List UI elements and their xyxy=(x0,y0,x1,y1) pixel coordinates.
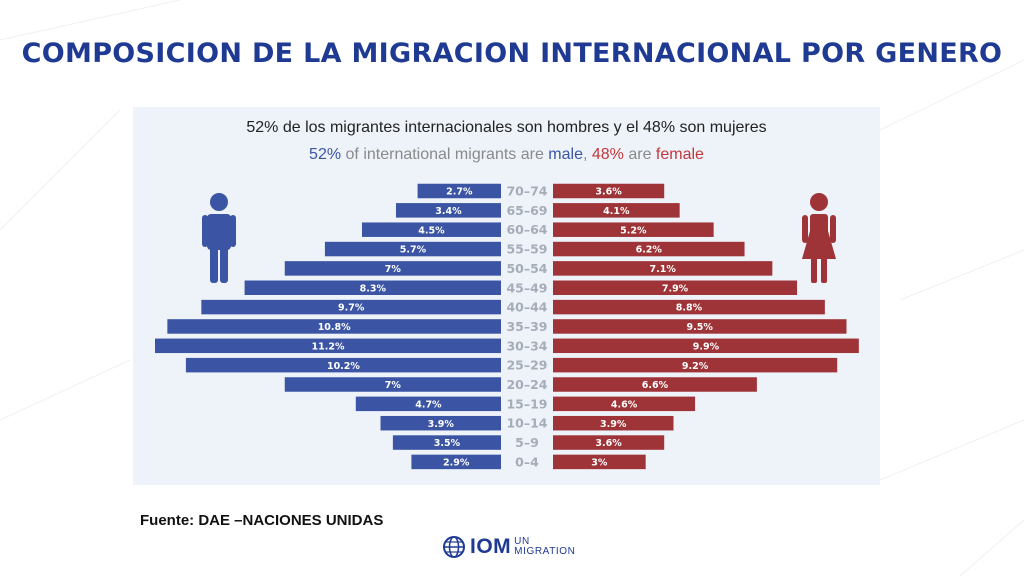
male-value-label: 2.7% xyxy=(446,187,473,198)
age-group-label: 10–14 xyxy=(506,416,547,431)
iom-logo: IOM UN MIGRATION xyxy=(442,534,576,560)
male-bar xyxy=(355,396,501,412)
age-group-label: 25–29 xyxy=(506,358,547,373)
female-bar xyxy=(553,454,646,470)
globe-icon xyxy=(443,536,465,558)
male-value-label: 9.7% xyxy=(338,303,365,314)
female-value-label: 6.6% xyxy=(642,380,669,391)
female-bar xyxy=(553,280,798,295)
male-value-label: 7% xyxy=(385,380,402,391)
subtitle-text-part1: of international migrants are xyxy=(341,146,549,163)
female-value-label: 3.6% xyxy=(595,438,622,449)
female-value-label: 6.2% xyxy=(636,245,663,256)
male-bar xyxy=(324,241,501,257)
female-bar xyxy=(553,415,674,431)
chart-panel: 52% de los migrantes internacionales son… xyxy=(133,107,880,485)
male-bar xyxy=(155,338,501,354)
female-value-label: 7.1% xyxy=(649,264,676,275)
male-value-label: 3.9% xyxy=(428,419,455,430)
female-value-label: 3% xyxy=(591,458,608,469)
male-value-label: 4.7% xyxy=(415,399,442,410)
female-word: female xyxy=(655,146,704,163)
population-pyramid-chart: 2.7% 3.6% 70–74 3.4% 4.1% 65–69 4.5% 5.2% 60–64 5… xyxy=(155,183,859,470)
male-word: male xyxy=(548,146,583,163)
age-group-label: 15–19 xyxy=(506,396,547,411)
female-bar xyxy=(553,377,757,392)
female-value-label: 3.9% xyxy=(600,419,627,430)
male-value-label: 5.7% xyxy=(400,245,427,256)
age-group-label: 60–64 xyxy=(506,222,547,237)
male-value-label: 3.5% xyxy=(434,438,461,449)
female-value-label: 9.2% xyxy=(682,361,709,372)
age-group-label: 35–39 xyxy=(506,319,547,334)
female-bar xyxy=(553,396,696,412)
logo-sub-top: UN xyxy=(514,536,530,547)
male-bar xyxy=(284,377,501,392)
age-group-label: 55–59 xyxy=(506,242,547,257)
female-bar xyxy=(553,183,665,199)
age-group-label: 5–9 xyxy=(515,435,539,450)
female-value-label: 9.5% xyxy=(687,322,714,333)
logo-main-text: IOM xyxy=(470,535,512,558)
male-bar xyxy=(392,435,501,450)
female-bar xyxy=(553,241,745,257)
age-group-label: 0–4 xyxy=(515,454,539,469)
age-group-label: 50–54 xyxy=(506,261,547,276)
male-bar xyxy=(244,280,501,295)
female-bar xyxy=(553,338,859,354)
female-bar xyxy=(553,299,825,315)
female-figure-icon xyxy=(802,193,836,283)
male-value-label: 10.8% xyxy=(318,322,351,333)
male-value-label: 11.2% xyxy=(312,341,345,352)
female-bar xyxy=(553,222,714,237)
female-value-label: 3.6% xyxy=(595,187,622,198)
female-value-label: 8.8% xyxy=(676,303,703,314)
male-bar xyxy=(167,319,501,334)
source-citation: Fuente: DAE –NACIONES UNIDAS xyxy=(140,512,384,529)
male-bar xyxy=(411,454,501,470)
female-percentage: 48% xyxy=(591,146,624,163)
male-bar xyxy=(361,222,501,237)
male-bar xyxy=(185,357,501,373)
subtitle-text-part2: are xyxy=(623,146,656,163)
female-bar xyxy=(553,261,773,276)
female-value-label: 5.2% xyxy=(620,225,647,236)
male-value-label: 8.3% xyxy=(360,283,387,294)
male-bar xyxy=(417,183,501,199)
chart-subtitle-spanish: 52% de los migrantes internacionales son… xyxy=(246,119,767,136)
age-group-label: 30–34 xyxy=(506,338,547,353)
female-bar xyxy=(553,319,847,334)
age-group-label: 20–24 xyxy=(506,377,547,392)
pyramid-bars: 2.7% 3.6% 70–74 3.4% 4.1% 65–69 4.5% 5.2% 60–64 5… xyxy=(155,183,859,470)
logo-sub-bottom: MIGRATION xyxy=(514,546,576,557)
female-bar xyxy=(553,203,680,218)
female-value-label: 4.1% xyxy=(603,206,630,217)
page-title: COMPOSICION DE LA MIGRACION INTERNACIONA… xyxy=(21,38,1003,69)
male-bar xyxy=(201,299,501,315)
male-bar xyxy=(395,203,501,218)
female-bar xyxy=(553,435,665,450)
age-group-label: 65–69 xyxy=(506,203,547,218)
male-value-label: 3.4% xyxy=(435,206,462,217)
male-bar xyxy=(284,261,501,276)
male-value-label: 2.9% xyxy=(443,458,470,469)
male-value-label: 7% xyxy=(385,264,402,275)
female-value-label: 4.6% xyxy=(611,399,638,410)
male-percentage: 52% xyxy=(309,146,342,163)
age-group-label: 45–49 xyxy=(506,280,547,295)
female-value-label: 7.9% xyxy=(662,283,689,294)
subtitle-comma: , xyxy=(582,146,592,163)
male-value-label: 4.5% xyxy=(418,225,445,236)
male-bar xyxy=(380,415,501,431)
female-value-label: 9.9% xyxy=(693,341,720,352)
age-group-label: 40–44 xyxy=(506,300,547,315)
male-value-label: 10.2% xyxy=(327,361,360,372)
male-figure-icon xyxy=(202,193,236,283)
logo-subtext: UN MIGRATION xyxy=(514,537,575,557)
female-bar xyxy=(553,357,838,373)
age-group-label: 70–74 xyxy=(506,184,547,199)
chart-subtitle-english: 52% of international migrants are male, … xyxy=(133,146,880,164)
